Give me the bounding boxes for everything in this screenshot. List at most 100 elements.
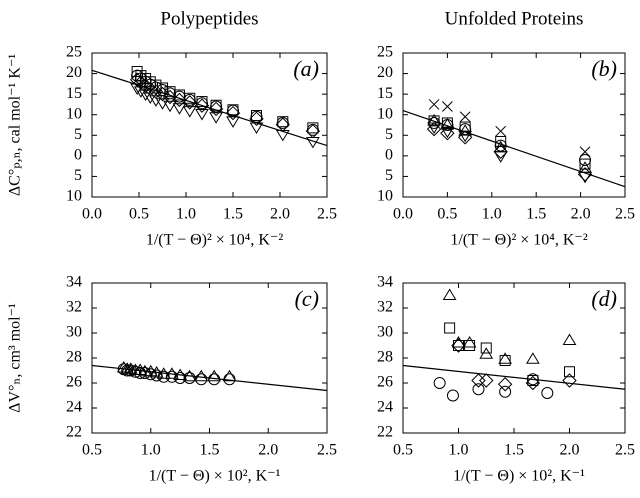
x-tick-label: 0.5 bbox=[393, 442, 413, 459]
y-axis-label: ΔV°ₙ, cm³ mol⁻¹ bbox=[7, 303, 24, 413]
marker-diamond bbox=[479, 373, 494, 388]
y-tick-label: 10 bbox=[377, 105, 393, 122]
x-tick-label: 0.5 bbox=[437, 206, 457, 223]
marker-circle bbox=[472, 383, 485, 396]
marker-circle bbox=[223, 373, 236, 386]
marker-circle bbox=[208, 373, 221, 386]
marker-diamond bbox=[440, 126, 455, 141]
y-tick-label: 10 bbox=[66, 105, 82, 122]
y-tick-label: 25 bbox=[66, 44, 82, 61]
marker-triangle-up bbox=[498, 352, 513, 364]
x-tick-label: 2.0 bbox=[560, 442, 580, 459]
marker-circle bbox=[150, 369, 163, 382]
marker-circle bbox=[541, 387, 554, 399]
marker-circle bbox=[446, 389, 459, 402]
marker-circle bbox=[138, 367, 151, 379]
x-tick-label: 2.5 bbox=[615, 442, 635, 459]
marker-triangle-up bbox=[427, 113, 441, 126]
y-tick-label: 34 bbox=[377, 274, 393, 291]
marker-circle bbox=[195, 97, 208, 110]
y-tick-label: 28 bbox=[377, 349, 393, 366]
marker-circle bbox=[210, 100, 223, 113]
marker-diamond bbox=[426, 121, 442, 137]
marker-cross bbox=[428, 99, 440, 110]
marker-triangle-down bbox=[249, 122, 264, 135]
marker-circle bbox=[195, 373, 208, 386]
marker-diamond bbox=[182, 95, 197, 110]
y-tick-label: 20 bbox=[66, 64, 82, 81]
marker-triangle-up bbox=[194, 369, 209, 382]
marker-triangle-up bbox=[182, 369, 197, 382]
plot-frame bbox=[402, 52, 626, 198]
x-axis-label: 1/(T − Θ)² × 10⁴, K⁻² bbox=[450, 232, 588, 249]
x-tick-label: 1.5 bbox=[526, 206, 546, 223]
marker-triangle-up bbox=[562, 333, 577, 345]
fit-line bbox=[91, 69, 328, 147]
y-axis-label: ΔC°ₚ,ₙ, cal mol⁻¹ K⁻¹ bbox=[7, 54, 24, 196]
marker-circle bbox=[526, 373, 539, 386]
marker-square bbox=[131, 66, 143, 78]
marker-triangle-up bbox=[525, 352, 540, 364]
y-tick-label: 20 bbox=[377, 64, 393, 81]
y-tick-label: 0 bbox=[74, 147, 82, 164]
x-tick-label: 2.5 bbox=[317, 442, 337, 459]
marker-triangle-down bbox=[138, 89, 153, 102]
y-tick-label: 28 bbox=[66, 349, 82, 366]
marker-triangle-down bbox=[130, 83, 145, 95]
marker-circle bbox=[131, 69, 144, 82]
marker-square bbox=[495, 135, 507, 147]
marker-triangle-down bbox=[440, 126, 455, 139]
plot-frame bbox=[91, 52, 328, 198]
marker-square bbox=[499, 355, 511, 366]
y-tick-label: 0 bbox=[385, 147, 393, 164]
marker-triangle-down bbox=[226, 116, 240, 128]
marker-circle bbox=[227, 104, 239, 117]
marker-triangle-up bbox=[207, 369, 222, 382]
marker-diamond bbox=[471, 373, 486, 388]
marker-triangle-down bbox=[172, 103, 187, 115]
marker-diamond bbox=[129, 72, 145, 87]
marker-triangle-down bbox=[149, 95, 163, 107]
y-tick-label: 26 bbox=[377, 374, 393, 391]
marker-diamond bbox=[497, 377, 513, 392]
marker-triangle-down bbox=[209, 112, 223, 124]
marker-circle bbox=[165, 370, 178, 383]
x-tick-label: 1.0 bbox=[176, 206, 196, 223]
x-tick-label: 0.5 bbox=[129, 206, 149, 223]
x-tick-label: 1.5 bbox=[504, 442, 524, 459]
marker-circle bbox=[499, 385, 512, 398]
marker-triangle-up bbox=[165, 367, 179, 379]
marker-circle bbox=[183, 372, 196, 384]
marker-triangle-down bbox=[195, 108, 209, 121]
marker-triangle-down bbox=[427, 122, 441, 135]
marker-circle bbox=[129, 365, 142, 378]
marker-triangle-down bbox=[182, 106, 197, 118]
marker-triangle-down bbox=[306, 136, 320, 149]
marker-triangle-up bbox=[149, 366, 164, 378]
marker-triangle-up bbox=[462, 336, 477, 348]
y-tick-label: 32 bbox=[377, 299, 393, 316]
y-tick-label: 22 bbox=[66, 424, 82, 441]
y-tick-label: 34 bbox=[66, 274, 82, 291]
y-tick-label: 10 bbox=[377, 188, 393, 205]
marker-triangle-down bbox=[275, 129, 290, 142]
marker-cross bbox=[459, 111, 471, 123]
marker-square bbox=[564, 366, 575, 378]
marker-square bbox=[453, 340, 464, 351]
marker-square bbox=[480, 342, 492, 354]
y-tick-label: 24 bbox=[377, 399, 393, 416]
plot-frame bbox=[91, 282, 328, 434]
panel-title: Unfolded Proteins bbox=[445, 8, 584, 29]
x-tick-label: 1.0 bbox=[449, 442, 469, 459]
fit-line bbox=[402, 364, 626, 390]
marker-diamond bbox=[525, 375, 541, 391]
marker-circle bbox=[494, 139, 507, 152]
y-tick-label: 5 bbox=[74, 126, 82, 143]
marker-circle bbox=[121, 364, 134, 377]
x-tick-label: 0.0 bbox=[393, 206, 413, 223]
marker-diamond bbox=[208, 101, 224, 117]
marker-diamond bbox=[225, 105, 241, 121]
panel-title: Polypeptides bbox=[160, 8, 258, 29]
marker-triangle-down bbox=[493, 151, 508, 163]
